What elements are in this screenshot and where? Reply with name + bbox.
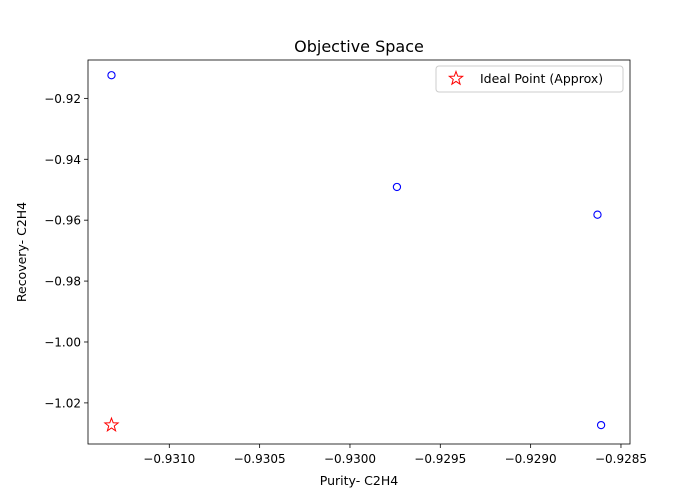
y-tick-label: −0.96 [44,214,81,228]
y-tick-label: −0.94 [44,153,81,167]
y-tick-label: −0.98 [44,275,81,289]
legend-label: Ideal Point (Approx) [480,71,603,86]
x-tick-label: −0.9295 [414,452,466,466]
x-axis-label: Purity- C2H4 [320,473,398,488]
y-tick-label: −1.00 [44,335,81,349]
chart-title: Objective Space [294,37,424,56]
x-tick-label: −0.9290 [505,452,557,466]
x-tick-label: −0.9310 [143,452,195,466]
x-tick-label: −0.9285 [595,452,647,466]
y-tick-label: −0.92 [44,92,81,106]
x-tick-label: −0.9305 [234,452,286,466]
y-axis-label: Recovery- C2H4 [14,202,29,302]
x-tick-label: −0.9300 [324,452,376,466]
y-tick-label: −1.02 [44,396,81,410]
legend: Ideal Point (Approx) [436,66,623,92]
